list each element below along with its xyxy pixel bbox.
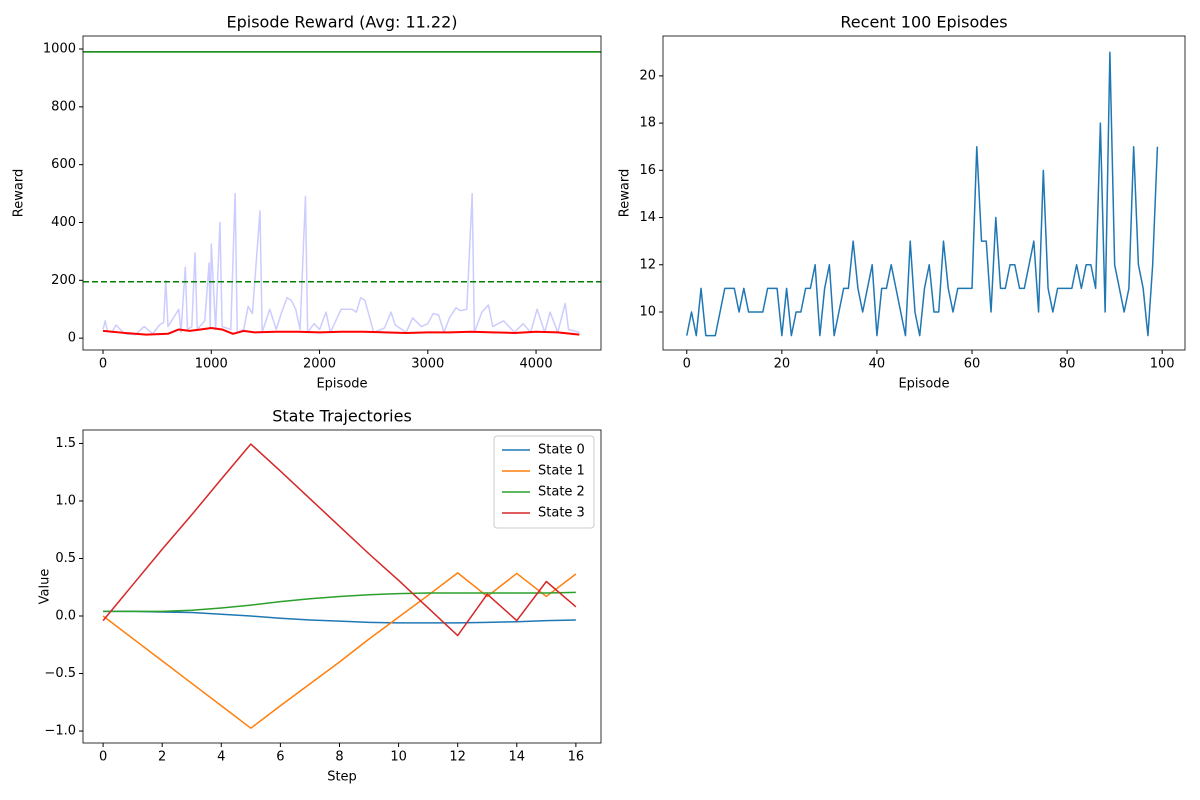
x-tick-label: 3000 [411,357,444,372]
x-tick-label: 2000 [303,357,336,372]
y-tick-label: 0.0 [55,609,76,624]
x-tick-label: 4000 [520,357,553,372]
subplot-title: State Trajectories [272,407,412,426]
x-tick-label: 6 [276,750,284,765]
y-tick-label: 400 [51,215,76,230]
y-tick-label: 0 [68,331,76,346]
series-line [103,591,576,613]
y-tick-label: 14 [639,210,656,225]
axes-frame [82,429,602,744]
legend-box [493,435,595,529]
y-tick-label: 1000 [43,42,76,57]
x-tick-label: 2 [158,750,166,765]
y-axis-label: Reward [12,169,27,217]
y-tick-label: 16 [639,163,656,178]
axes-frame [82,35,602,351]
y-tick-label: 18 [639,116,656,131]
x-tick-label: 16 [568,750,585,765]
y-tick-label: 0.5 [55,551,76,566]
y-tick-label: 1.0 [55,493,76,508]
series-line [686,51,1159,337]
x-tick-label: 20 [774,357,791,372]
x-tick-label: 12 [449,750,466,765]
x-axis-label: Step [327,770,357,785]
subplot: 0 20 40 60 80 100 10 12 14 16 18 20 Recent 100 Episo… [618,13,1186,392]
subplot: 0 2 4 6 8 10 12 14 16 −1.0 −0.5 0.0 0.5 1.0 1.5 State T… [38,407,602,785]
x-tick-label: 0 [99,750,107,765]
legend: State 0 State 1 State 2 State 3 [493,435,595,529]
plot-area [102,443,577,729]
subplot: 0 1000 2000 3000 4000 0 200 400 600 800 1000 Episod… [12,13,602,392]
x-tick-label: 0 [99,357,107,372]
series-line [103,610,576,624]
subplot-title: Recent 100 Episodes [840,13,1007,32]
subplot-title: Episode Reward (Avg: 11.22) [227,13,458,32]
x-tick-label: 0 [683,357,691,372]
y-axis-label: Reward [618,169,633,217]
y-tick-label: 1.5 [55,436,76,451]
y-tick-label: 600 [51,157,76,172]
plot-area [83,51,601,336]
y-axis-label: Value [38,569,53,605]
y-tick-label: 200 [51,273,76,288]
x-tick-label: 8 [335,750,343,765]
x-tick-label: 80 [1059,357,1076,372]
series-line [102,443,577,637]
series-line [102,327,580,336]
plot-area [686,51,1159,337]
x-tick-label: 100 [1150,357,1175,372]
y-tick-label: −0.5 [44,666,76,681]
x-axis-label: Episode [316,377,367,392]
legend-label: State 3 [538,506,585,521]
y-tick-label: −1.0 [44,724,76,739]
y-tick-label: 10 [639,304,656,319]
x-tick-label: 4 [217,750,225,765]
series-line [102,572,577,729]
y-tick-label: 12 [639,257,656,272]
x-tick-label: 60 [964,357,981,372]
legend-label: State 2 [538,485,585,500]
series-line [102,192,580,336]
y-tick-label: 800 [51,99,76,114]
legend-label: State 0 [538,443,585,458]
x-tick-label: 1000 [195,357,228,372]
y-tick-label: 20 [639,68,656,83]
x-tick-label: 40 [869,357,886,372]
legend-label: State 1 [538,464,585,479]
x-tick-label: 14 [509,750,526,765]
x-tick-label: 10 [390,750,407,765]
x-axis-label: Episode [898,377,949,392]
axes-frame [662,35,1186,351]
